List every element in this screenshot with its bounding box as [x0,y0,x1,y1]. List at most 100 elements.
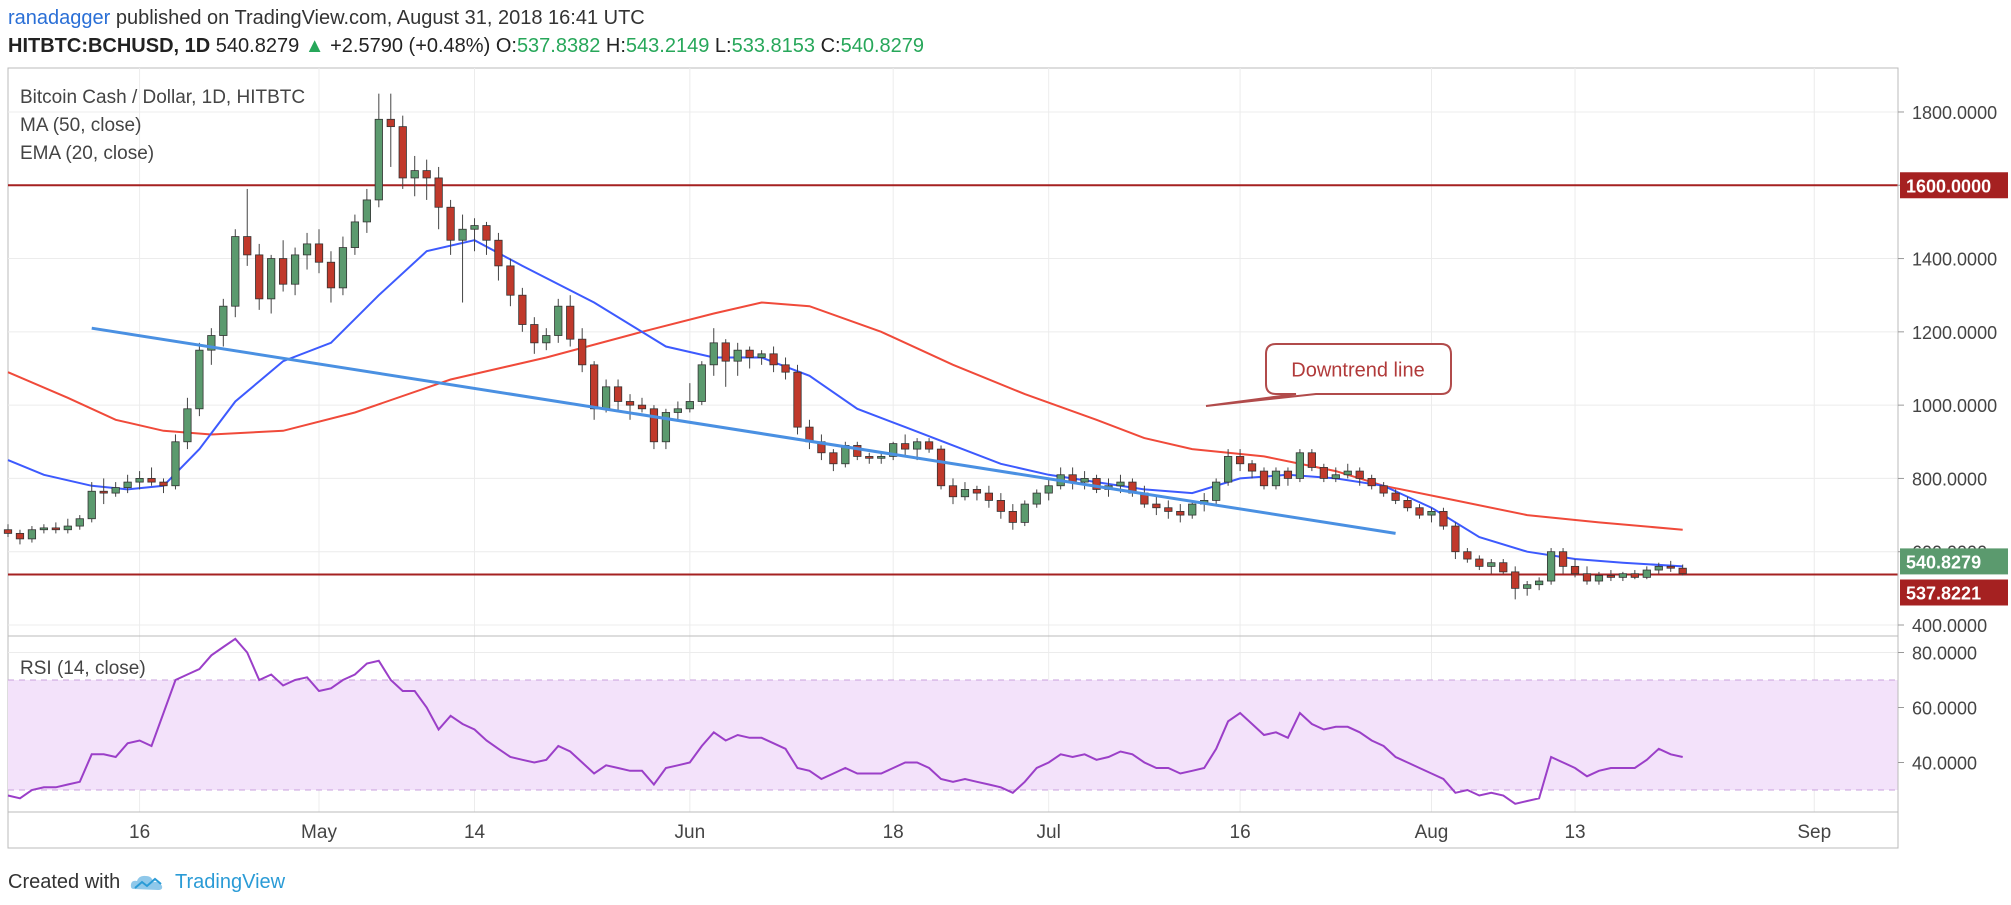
candle [1606,570,1616,582]
last-price: 540.8279 [215,35,300,57]
ma-legend: MA (50, close) [20,115,141,136]
y-tick-label: 1200.0000 [1912,323,1997,343]
candle [625,394,635,420]
annotation-bubble [1205,343,1452,407]
candle-body [1188,503,1197,516]
candle [1259,467,1269,490]
candle-body [1427,511,1436,516]
candle [255,243,264,310]
candle [87,482,96,523]
candle [470,218,479,252]
candle [135,471,144,490]
candle-body [1295,452,1305,479]
candle-body [1355,470,1364,479]
candle-body [1152,503,1161,509]
candle [1475,555,1484,571]
candle [1080,471,1089,490]
footer: Created with TradingView [8,868,285,896]
candle [302,232,312,270]
annotation-text: Downtrend line [1291,359,1424,381]
downtrend-annotation[interactable]: Downtrend line [1205,343,1452,407]
tradingview-link[interactable]: TradingView [175,871,286,893]
candle-body [1499,562,1508,573]
candle-body [1487,562,1496,567]
candle [506,258,515,307]
candle-body [745,349,754,358]
candle [398,115,407,189]
candle [99,478,108,505]
candle-body [350,221,360,248]
candle-body [255,254,264,300]
candle-body [936,448,946,487]
candle-body [1451,525,1460,553]
ema-legend: EMA (20, close) [20,143,154,164]
candle [685,383,694,413]
rsi-legend: RSI (14, close) [20,658,146,679]
candle [350,214,360,255]
candle-body [972,489,982,494]
candle-body [63,525,72,531]
rsi-tick-label: 80.0000 [1912,644,1977,664]
candle-body [1020,503,1029,523]
ohlc-readout: HITBTC:BCHUSD, 1D 540.8279 ▲ +2.5790 (+0… [8,32,924,60]
downtrend-line[interactable] [91,326,1396,535]
x-tick-label: 16 [1230,822,1251,843]
candle-body [889,443,898,457]
candle-body [1032,492,1041,505]
candle-body [649,408,659,443]
candle [338,236,348,296]
candle-body [661,412,671,443]
low-value: 533.8153 [731,35,816,57]
candle [1546,548,1556,585]
candle [1630,570,1639,580]
candle [1128,478,1137,497]
candle-body [1439,511,1448,527]
candle [697,361,706,406]
candle [996,493,1005,519]
candle [1678,564,1687,576]
candle [1511,566,1520,600]
candle-body [721,342,730,362]
candle-body [613,386,623,402]
candle [1594,571,1604,585]
candle [1008,504,1017,530]
candle-body [231,236,240,307]
candle-body [434,177,443,208]
y-tick-label: 800.0000 [1912,469,1987,489]
candle [159,478,168,494]
last-price-tag-text: 540.8279 [1906,552,1981,572]
candle-body [1618,573,1627,578]
candle [805,419,814,450]
candle-body [960,489,970,498]
candle [1235,449,1245,472]
candle-body [267,258,276,300]
last-price-tag: 540.8279 [1900,548,2008,575]
candle [913,438,922,461]
candle [1367,474,1376,490]
candle [219,298,228,347]
candle [1403,496,1412,512]
candle-body [554,305,563,336]
candle [1618,571,1627,582]
author-link[interactable]: ranadagger [8,7,111,29]
y-tick-label: 400.0000 [1912,616,1987,636]
candle-body [578,338,587,366]
candle [745,346,754,369]
candle-body [1403,500,1412,509]
candle-body [27,529,37,540]
candle [554,298,563,343]
candle-body [877,456,886,459]
candles [3,93,1687,600]
candle-body [566,305,575,340]
last-price-tag-bg [1900,548,2008,575]
candle-body [51,527,60,531]
candle [314,229,324,274]
candle [769,346,778,373]
candle-body [1642,569,1651,578]
candle-body [410,170,419,179]
x-tick-label: May [301,822,337,843]
symbol-label: HITBTC:BCHUSD, 1D [8,35,211,57]
candle-body [1654,565,1663,571]
candle-body [685,401,694,410]
